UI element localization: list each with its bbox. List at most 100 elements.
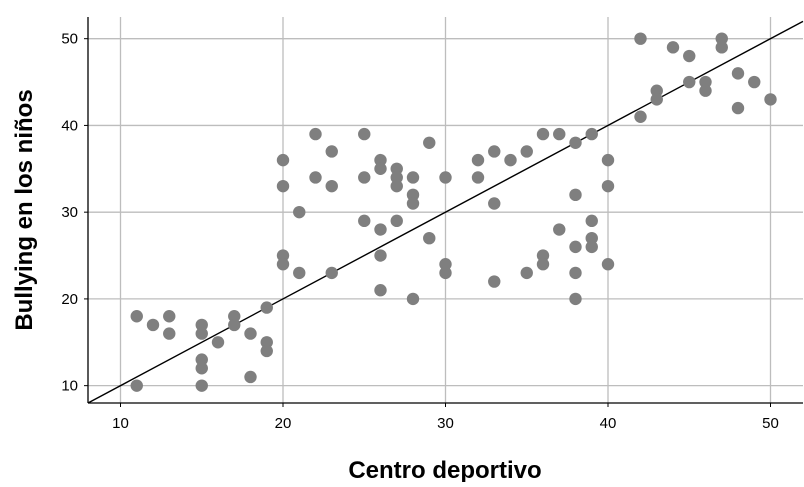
data-point [748,75,761,89]
data-point [585,214,598,228]
data-point [325,179,338,193]
data-point [195,379,208,392]
axes [84,17,803,407]
data-point [764,93,777,106]
data-point [228,318,241,332]
data-point [520,145,533,158]
data-point [585,127,598,141]
data-point [423,136,436,149]
data-point [488,145,501,158]
data-point [650,93,663,106]
data-point [195,362,208,375]
data-point [276,258,290,271]
data-point [390,171,403,184]
data-point [374,223,387,236]
data-point [390,179,403,193]
data-point [406,171,420,184]
data-point [390,214,403,228]
data-point [374,153,387,167]
data-point [666,41,680,54]
data-point [683,49,696,63]
data-point [325,266,338,280]
data-point [195,353,208,366]
data-point [439,258,452,271]
data-point [130,310,143,323]
data-point [536,249,550,262]
data-point [439,171,452,184]
data-point [488,275,501,288]
data-point [374,249,387,262]
data-points [130,32,777,392]
data-point [569,240,582,254]
data-point [358,127,371,141]
data-point [260,301,273,314]
y-tick-label: 10 [61,378,78,395]
y-tick-label: 30 [61,204,78,221]
data-point [423,231,436,245]
data-point [536,258,550,271]
x-axis-label: Centro deportivo [348,457,541,482]
data-point [325,145,338,158]
data-point [228,310,241,323]
data-point [601,258,615,271]
data-point [146,318,160,332]
data-point [309,171,322,184]
data-point [293,266,306,280]
data-point [601,179,615,193]
data-point [569,188,582,202]
data-point [553,223,566,236]
data-point [569,292,582,306]
y-tick-label: 40 [61,117,78,134]
data-point [439,266,452,280]
data-point [715,32,728,45]
x-tick-label: 30 [437,415,454,432]
data-point [390,162,403,175]
data-point [471,153,485,167]
data-point [276,249,290,262]
data-point [601,153,615,167]
data-point [683,75,696,89]
data-point [293,205,306,219]
y-tick-label: 50 [61,31,78,48]
data-point [358,214,371,228]
data-point [374,162,387,175]
data-point [536,127,550,141]
data-point [715,41,728,54]
data-point [634,110,647,123]
data-point [488,197,501,210]
x-tick-label: 20 [275,415,292,432]
data-point [211,336,225,349]
y-axis-label: Bullying en los niños [11,89,38,330]
data-point [374,284,387,297]
data-point [731,67,745,80]
x-tick-label: 50 [762,415,779,432]
data-point [244,327,257,340]
data-point [276,179,290,193]
data-point [471,171,485,184]
data-point [585,240,598,254]
data-point [634,32,647,45]
data-point [699,75,712,89]
data-point [520,266,533,280]
data-point [569,266,582,280]
data-point [585,231,598,245]
y-tick-label: 20 [61,291,78,308]
data-point [553,127,566,141]
data-point [406,188,420,202]
data-point [309,127,322,141]
data-point [699,84,712,97]
data-point [130,379,143,392]
data-point [406,292,420,306]
data-point [244,370,257,384]
data-point [260,336,273,349]
data-point [195,318,208,332]
x-tick-label: 10 [112,415,129,432]
data-point [276,153,290,167]
data-point [731,101,745,115]
data-point [260,344,273,358]
data-point [163,327,176,340]
data-point [163,310,176,323]
x-tick-label: 40 [600,415,617,432]
data-point [195,327,208,340]
